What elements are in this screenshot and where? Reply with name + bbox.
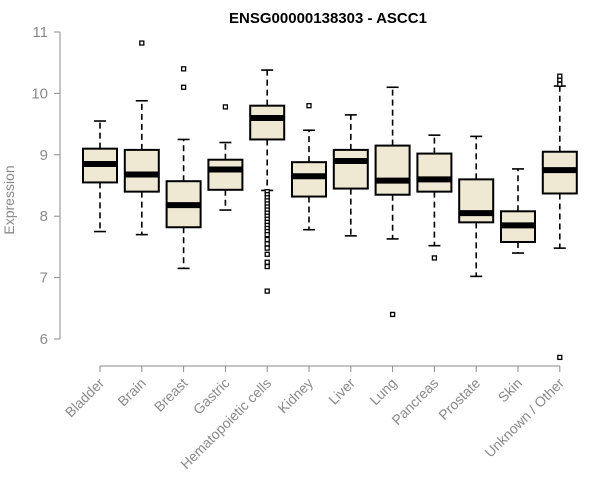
box-group: [541, 73, 578, 361]
x-tick-label: Skin: [495, 375, 526, 406]
outlier-point: [557, 81, 563, 87]
outlier-point: [264, 259, 270, 265]
iqr-box: [123, 148, 160, 193]
box-group: [500, 168, 536, 254]
outlier-point: [264, 241, 270, 247]
y-axis-label: Expression: [1, 165, 17, 234]
outlier-point: [389, 311, 396, 318]
box-group: [82, 120, 118, 233]
x-tick-label: Breast: [151, 375, 191, 415]
y-tick-label: 9: [40, 147, 48, 164]
outlier-point: [264, 236, 270, 243]
iqr-box: [207, 158, 244, 191]
box-group: [291, 103, 327, 231]
iqr-box: [374, 144, 411, 196]
x-tick-label: Kidney: [275, 375, 317, 417]
iqr-box: [416, 152, 453, 193]
y-tick-label: 10: [31, 85, 48, 102]
y-tick-label: 6: [40, 331, 48, 348]
x-tick-label: Lung: [366, 375, 399, 408]
x-tick-label: Prostate: [435, 375, 483, 423]
outlier-point: [557, 73, 563, 79]
chart-title: ENSG00000138303 - ASCC1: [229, 10, 427, 27]
box-group: [249, 69, 286, 294]
outlier-point: [264, 231, 270, 238]
x-tick-label: Liver: [325, 375, 358, 408]
x-tick-label: Brain: [114, 375, 148, 409]
outlier-point: [264, 251, 270, 257]
box-group: [165, 66, 202, 270]
iqr-box: [291, 161, 327, 198]
outlier-point: [557, 354, 563, 361]
y-tick-label: 8: [40, 208, 48, 225]
x-tick-label: Bladder: [62, 375, 108, 421]
outlier-point: [264, 288, 270, 294]
outlier-point: [180, 66, 187, 72]
outlier-point: [139, 40, 145, 46]
box-group: [123, 40, 160, 236]
iqr-box: [332, 148, 369, 190]
y-tick-label: 11: [32, 24, 48, 41]
outlier-point: [431, 255, 438, 261]
y-tick-label: 7: [40, 270, 48, 287]
box-group: [332, 114, 369, 237]
outlier-point: [306, 103, 312, 109]
outlier-point: [180, 84, 187, 90]
plot-area: [82, 40, 578, 361]
x-tick-label: Unknown / Other: [481, 375, 567, 461]
outlier-point: [264, 245, 270, 251]
outlier-point: [222, 104, 229, 110]
box-group: [207, 104, 244, 211]
iqr-box: [249, 104, 286, 141]
box-group: [374, 86, 411, 318]
outlier-point: [264, 263, 270, 270]
y-axis: 6 7 8 9 10 11: [31, 24, 61, 348]
box-group: [458, 135, 495, 278]
box-group: [416, 134, 453, 261]
